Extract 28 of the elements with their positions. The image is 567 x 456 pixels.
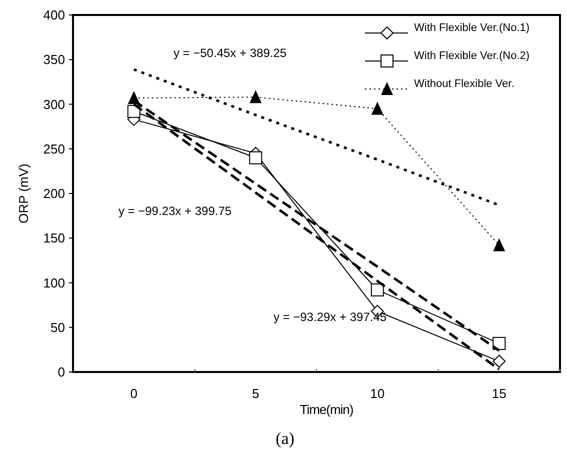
text: (a) (276, 429, 294, 448)
legend-label: Without Flexible Ver. (414, 78, 514, 90)
point (492, 336, 506, 350)
point (249, 151, 262, 164)
y-tick-label: 0 (58, 364, 65, 380)
y-tick-label: 250 (43, 141, 65, 156)
point (371, 102, 384, 115)
y-tick-label: 400 (43, 8, 65, 23)
y-tick-label: 150 (43, 230, 65, 246)
legend-label: With Flexible Ver.(No.1) (414, 22, 530, 34)
y-axis-title: ORP (mV) (16, 164, 31, 224)
y-tick-label: 50 (50, 320, 65, 335)
x-tick-label: 15 (492, 386, 506, 401)
annotation: y = −99.23x + 399.75 (118, 204, 232, 218)
x-tick-label: 0 (130, 386, 138, 401)
x-tick-label: 10 (370, 386, 385, 401)
annotation: y = −93.29x + 397.45 (273, 310, 387, 324)
y-tick-label: 200 (43, 186, 65, 202)
point (370, 283, 384, 296)
legend-label: With Flexible Ver.(No.2) (414, 50, 530, 62)
y-tick-label: 350 (43, 52, 65, 68)
x-axis-title: Time(min) (300, 402, 354, 417)
annotation: y = −50.45x + 389.25 (173, 46, 287, 60)
x-tick-label: 5 (252, 386, 260, 401)
point (493, 238, 506, 252)
y-tick-label: 100 (43, 275, 65, 290)
y-tick-label: 300 (43, 96, 65, 112)
point (250, 90, 262, 104)
